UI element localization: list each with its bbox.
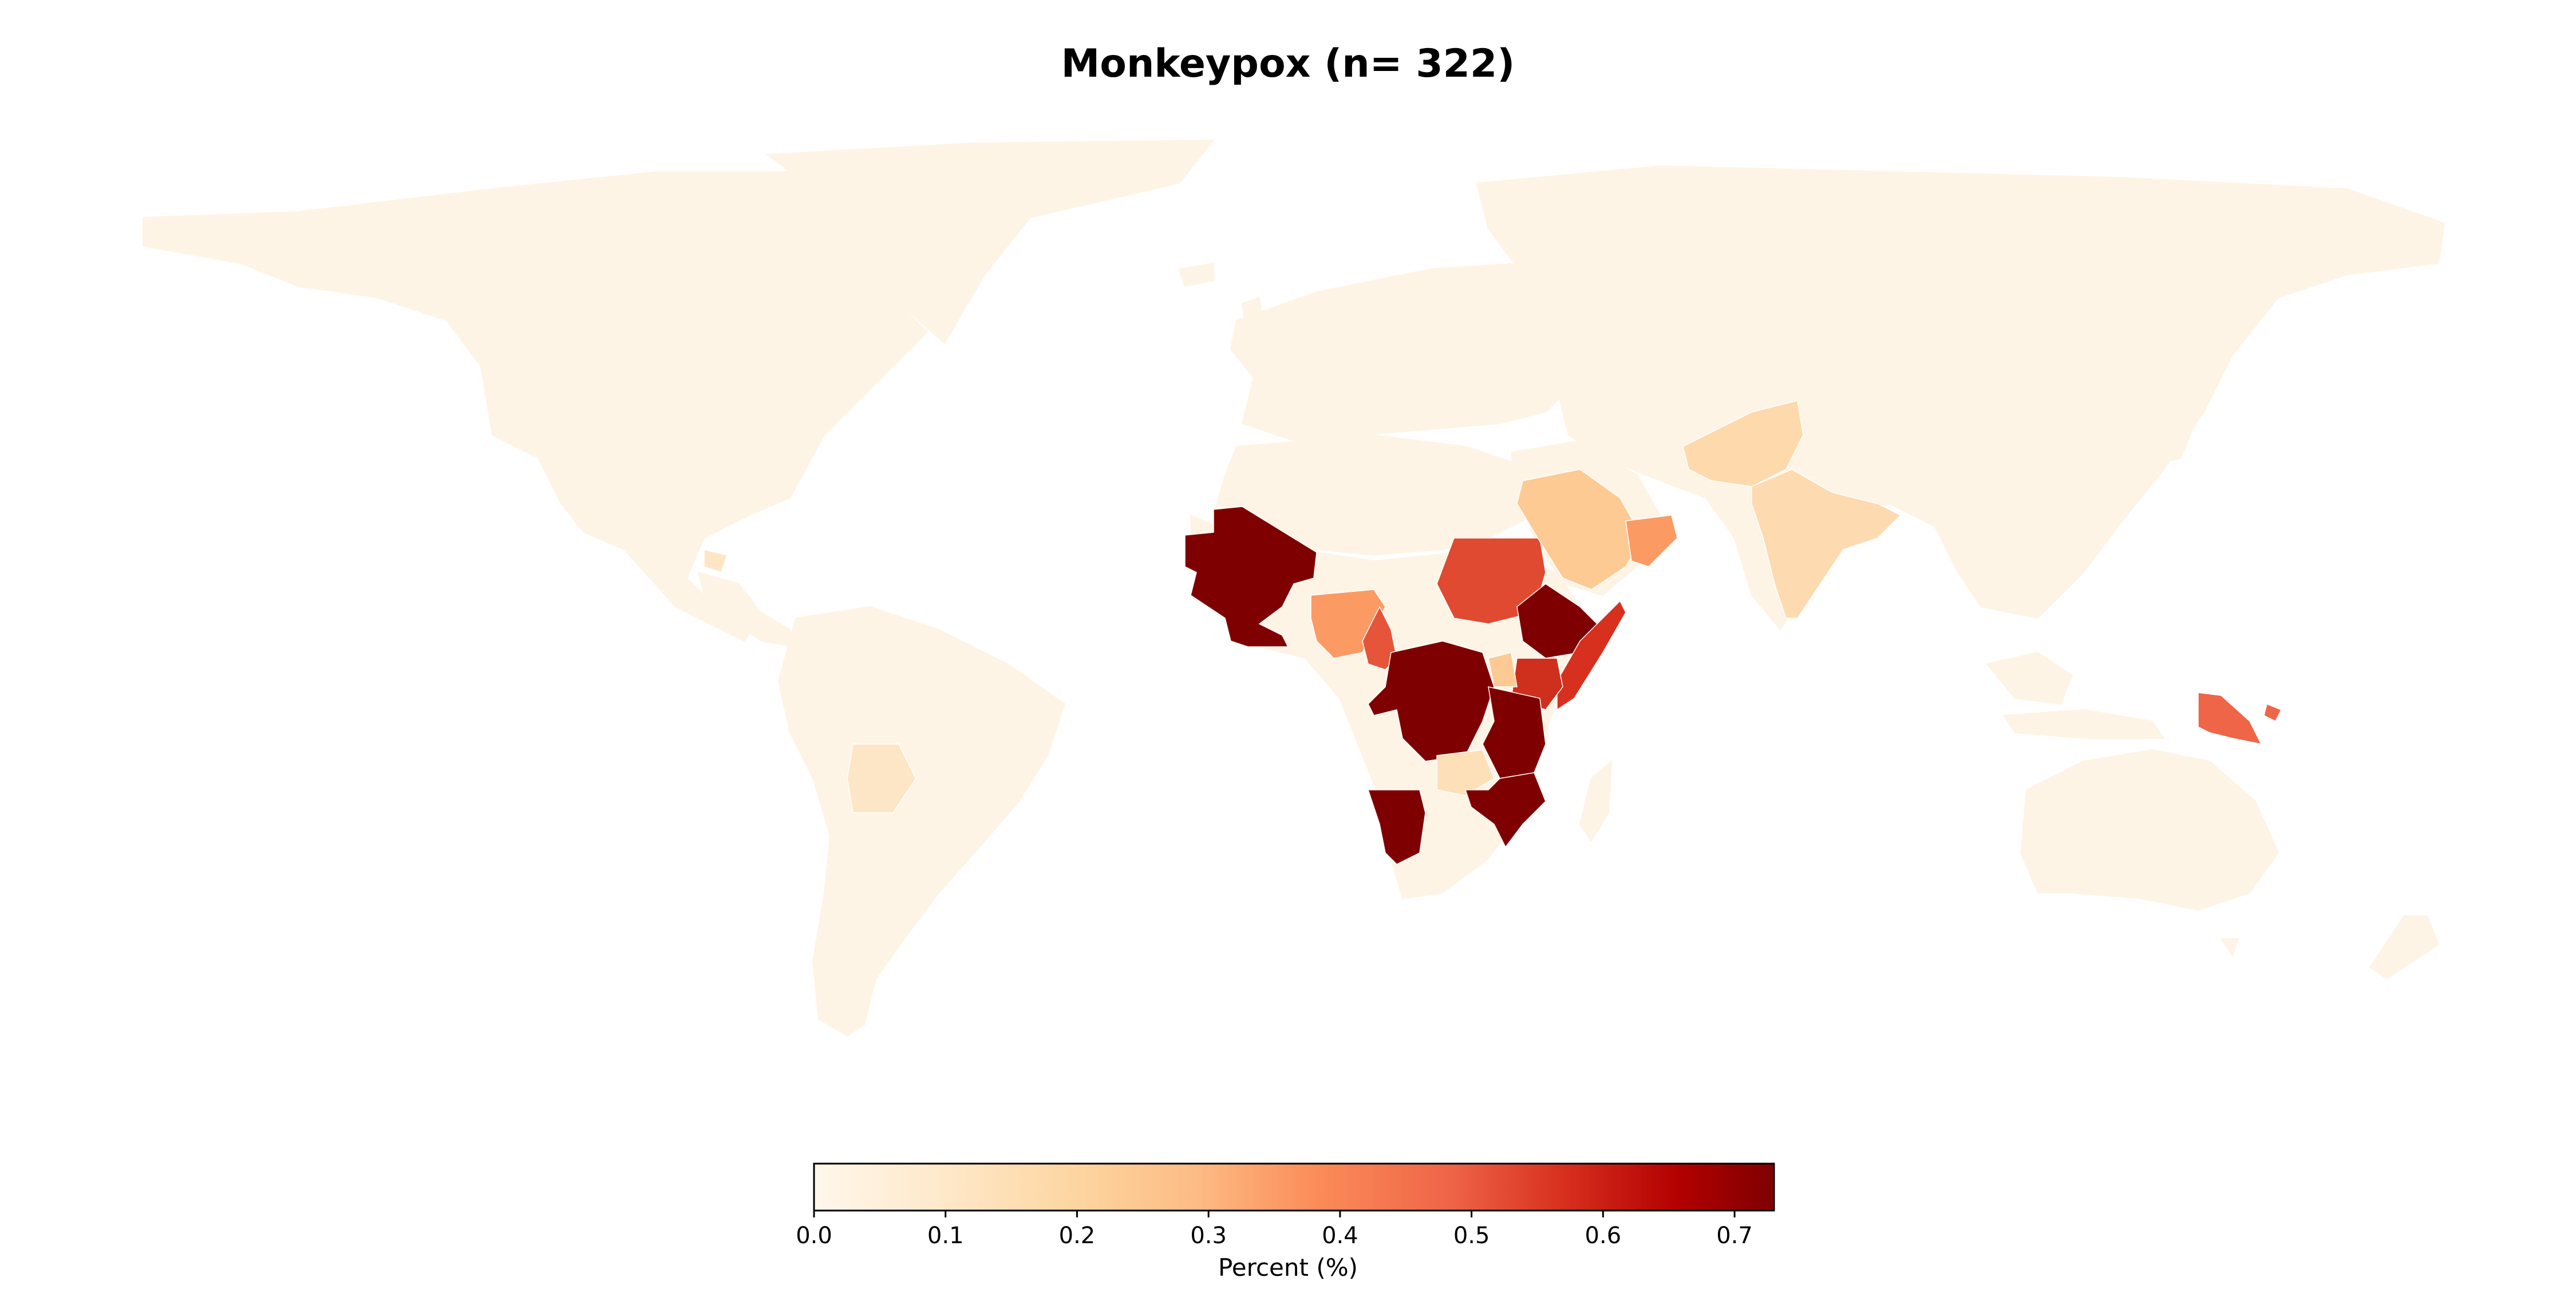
region-greenland (765, 139, 1215, 345)
colorbar-ticks: 0.0 0.1 0.2 0.3 0.4 0.5 0.6 0.7 (796, 1211, 1753, 1249)
colorbar-gradient (813, 1162, 1775, 1212)
region-japan (2140, 365, 2205, 470)
country-west-africa-cluster (1184, 506, 1317, 647)
country-bolivia (847, 744, 916, 813)
country-oman (1625, 515, 1678, 567)
region-australia (2020, 749, 2279, 911)
country-india (1751, 469, 1902, 619)
colorbar-tick-label: 0.0 (796, 1223, 832, 1249)
colorbar-tick-label: 0.7 (1716, 1223, 1753, 1249)
island-png-east (2263, 703, 2282, 722)
colorbar-tick-label: 0.6 (1585, 1223, 1622, 1249)
region-iceland (1178, 262, 1214, 287)
country-angola (1367, 789, 1426, 865)
country-zambia (1436, 749, 1495, 796)
region-madagascar (1579, 760, 1613, 843)
country-papua-new-guinea (2198, 692, 2262, 745)
region-southeast-asia (1985, 651, 2073, 705)
colorbar-tick-label: 0.2 (1059, 1223, 1096, 1249)
colorbar-tick-label: 0.4 (1322, 1223, 1358, 1249)
region-south-america (777, 606, 1066, 1037)
colorbar-tick-label: 0.5 (1453, 1223, 1490, 1249)
country-drc (1368, 640, 1495, 762)
colorbar-label: Percent (%) (1218, 1253, 1358, 1282)
country-honduras (704, 549, 728, 573)
region-tasmania (2220, 938, 2239, 958)
region-europe (1230, 262, 1581, 442)
region-new-zealand (2369, 915, 2440, 980)
map-title: Monkeypox (n= 322) (1061, 41, 1515, 86)
colorbar-tick-label: 0.3 (1190, 1223, 1227, 1249)
region-indonesia (2002, 709, 2165, 739)
country-saudi-arabia (1516, 469, 1643, 590)
country-uganda (1488, 652, 1518, 687)
country-mozambique (1464, 772, 1546, 848)
region-uk (1241, 296, 1266, 345)
country-iran-afghanistan (1682, 400, 1804, 487)
colorbar-tick-label: 0.1 (927, 1223, 964, 1249)
